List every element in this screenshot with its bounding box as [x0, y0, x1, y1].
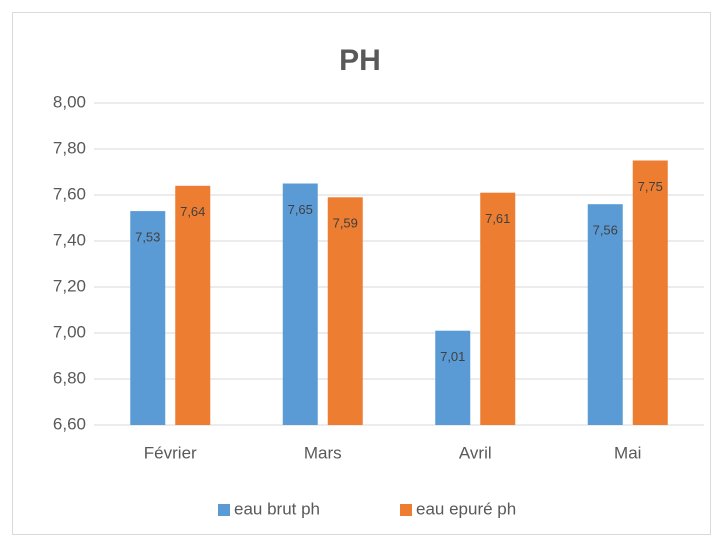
bar — [632, 160, 668, 425]
legend-label: eau epuré ph — [416, 499, 516, 518]
bar — [587, 204, 623, 425]
y-tick-label: 7,20 — [53, 276, 86, 295]
bar — [435, 330, 471, 425]
y-tick-label: 7,80 — [53, 138, 86, 157]
y-tick-label: 6,80 — [53, 368, 86, 387]
legend-swatch — [218, 504, 230, 516]
chart-title: PH — [339, 44, 381, 77]
data-label: 7,75 — [638, 179, 663, 194]
bar — [480, 192, 516, 425]
bar — [282, 183, 318, 425]
x-tick-label: Février — [144, 443, 197, 462]
y-tick-label: 8,00 — [53, 92, 86, 111]
x-tick-label: Mai — [614, 443, 641, 462]
legend-label: eau brut ph — [234, 499, 320, 518]
data-label: 7,64 — [180, 204, 205, 219]
bar — [327, 197, 363, 425]
y-tick-label: 7,00 — [53, 322, 86, 341]
y-tick-label: 6,60 — [53, 414, 86, 433]
x-tick-label: Avril — [459, 443, 492, 462]
data-label: 7,61 — [485, 211, 510, 226]
y-tick-label: 7,40 — [53, 230, 86, 249]
bar — [130, 211, 166, 425]
y-tick-label: 7,60 — [53, 184, 86, 203]
legend-swatch — [400, 504, 412, 516]
data-label: 7,01 — [440, 349, 465, 364]
data-label: 7,59 — [333, 216, 358, 231]
x-tick-label: Mars — [304, 443, 342, 462]
bar — [175, 185, 211, 425]
data-label: 7,53 — [135, 230, 160, 245]
data-label: 7,65 — [288, 202, 313, 217]
data-label: 7,56 — [593, 223, 618, 238]
